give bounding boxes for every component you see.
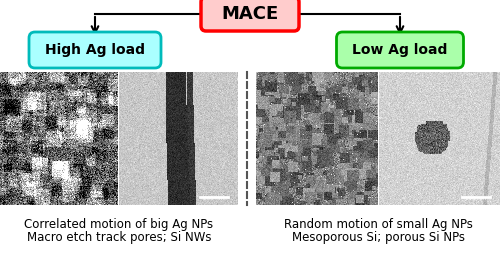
FancyBboxPatch shape — [29, 32, 161, 68]
Text: Random motion of small Ag NPs: Random motion of small Ag NPs — [284, 218, 472, 231]
Text: 100 nm: 100 nm — [466, 196, 486, 201]
Text: Macro etch track pores; Si NWs: Macro etch track pores; Si NWs — [27, 231, 211, 244]
Text: Low Ag load: Low Ag load — [352, 43, 448, 57]
Text: Correlated motion of big Ag NPs: Correlated motion of big Ag NPs — [24, 218, 214, 231]
Text: MACE: MACE — [222, 5, 278, 23]
Text: 200 nm: 200 nm — [204, 196, 225, 201]
FancyBboxPatch shape — [201, 0, 299, 31]
Text: High Ag load: High Ag load — [45, 43, 145, 57]
Text: Mesoporous Si; porous Si NPs: Mesoporous Si; porous Si NPs — [292, 231, 465, 244]
FancyBboxPatch shape — [336, 32, 464, 68]
